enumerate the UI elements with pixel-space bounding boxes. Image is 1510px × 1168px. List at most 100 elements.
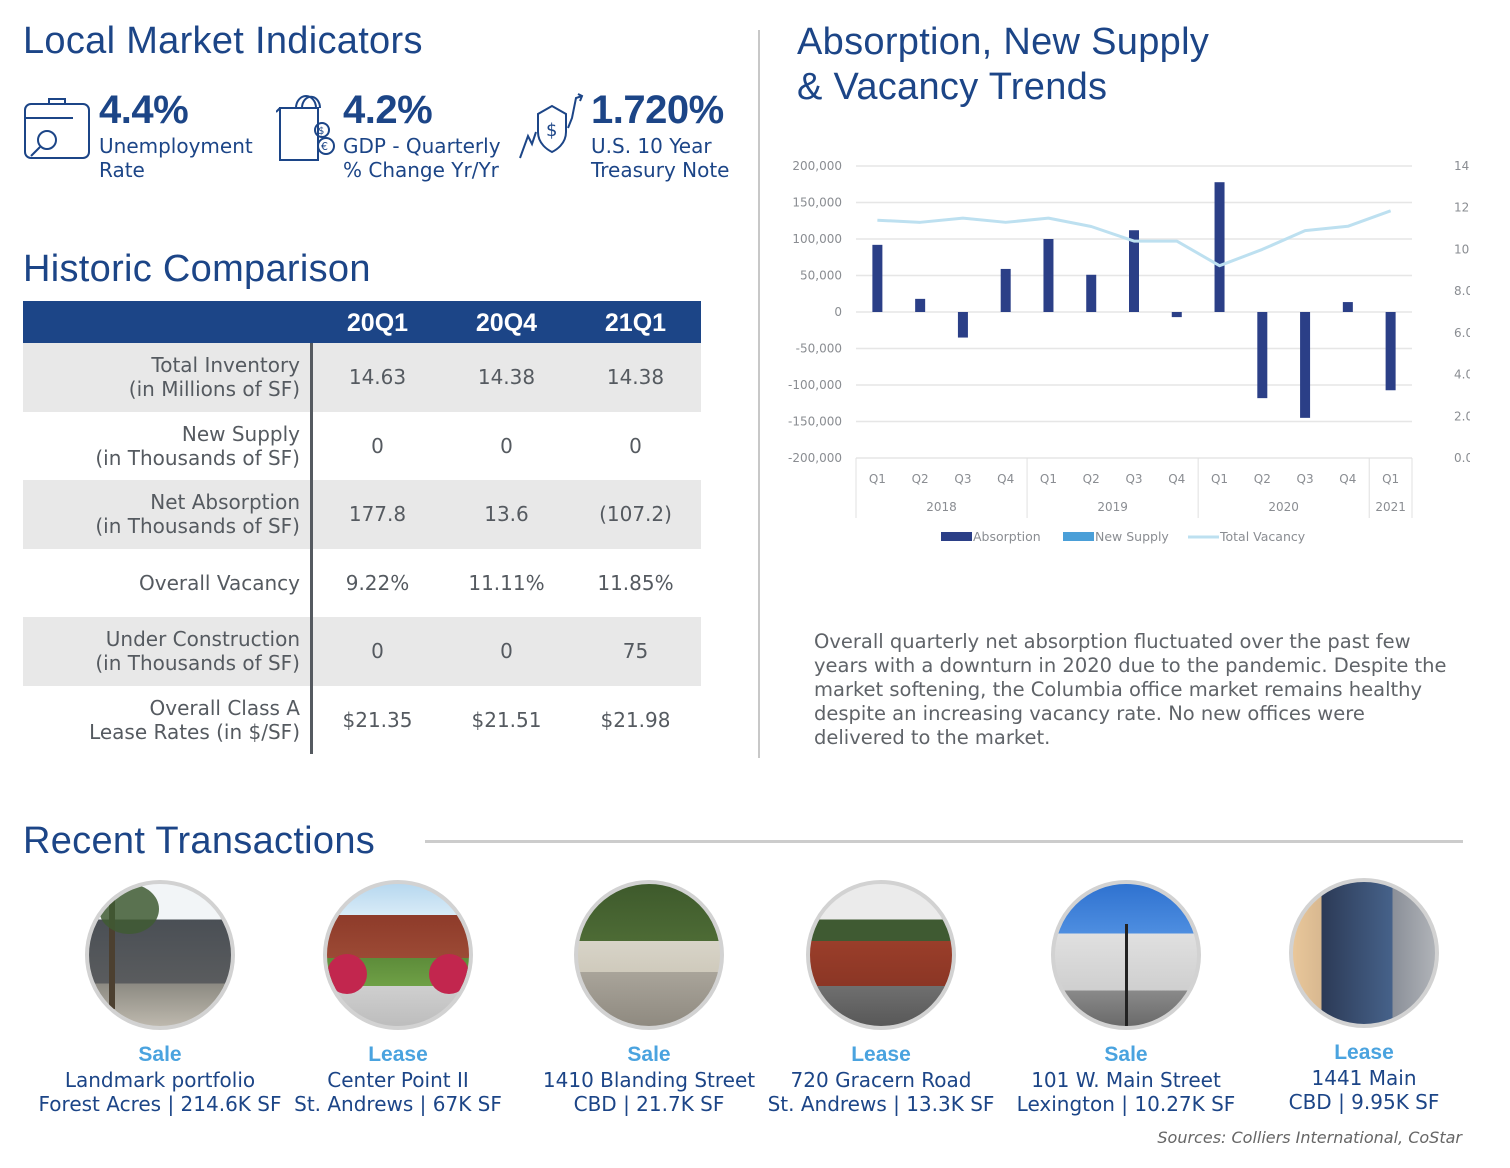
transaction-name: 720 Gracern Road [790,1068,972,1092]
x-tick-label: Q1 [869,472,886,486]
transaction-card: Lease 720 Gracern Road St. Andrews | 13.… [756,880,1006,1116]
transaction-name: 101 W. Main Street [1031,1068,1221,1092]
shield-dollar-trend-icon: $ [518,92,590,166]
indicator-unemployment: 4.4% Unemployment Rate [23,88,263,188]
transaction-type: Sale [1104,1043,1148,1066]
y-left-tick-label: 150,000 [792,196,842,210]
table-cell: 0 [500,433,513,458]
y-left-tick-label: -50,000 [796,342,842,356]
x-tick-label: Q3 [1297,472,1314,486]
table-cell: 11.85% [597,570,674,595]
x-tick-label: Q4 [1168,472,1185,486]
table-row: New Supply (in Thousands of SF) 0 0 0 [23,411,701,480]
section-rule [425,840,1463,843]
y-right-tick-label: 0.0% [1454,451,1470,465]
y-axis-right: 14.0% 12.0% 10.0% 8.0% 6.0% 4.0% 2.0% 0.0% [1454,159,1470,465]
transactions-title: Recent Transactions [23,820,376,862]
unemployment-label-line2: Rate [99,158,145,182]
svg-text:$: $ [318,126,324,137]
absorption-bar [1171,312,1182,318]
tree-lined-office-photo [574,880,724,1030]
sources-note: Sources: Colliers International, CoStar [1157,1128,1462,1147]
x-tick-label: Q1 [1040,472,1057,486]
y-right-tick-label: 6.0% [1454,326,1470,340]
transaction-type: Sale [138,1043,182,1066]
gdp-label-line1: GDP - Quarterly [343,134,501,158]
absorption-bar [1300,312,1311,418]
absorption-bars [872,182,1396,418]
gdp-value: 4.2% [343,88,433,132]
unemployment-value: 4.4% [99,88,189,132]
transaction-name: Landmark portfolio [64,1068,256,1092]
legend-swatch [1063,532,1094,541]
column-header: 20Q4 [475,309,538,337]
column-header: 20Q1 [346,309,409,337]
transaction-meta: CBD | 21.7K SF [573,1092,725,1116]
vacancy-line [877,209,1392,268]
y-right-tick-label: 2.0% [1454,409,1470,423]
absorption-bar [1257,312,1268,399]
treasury-label-line1: U.S. 10 Year [591,134,712,158]
brick-building-parking-photo [806,880,956,1030]
column-header: 21Q1 [604,309,667,337]
absorption-bar [1000,268,1011,312]
table-cell: 0 [371,433,384,458]
historic-title: Historic Comparison [23,248,371,290]
office-building-photo [85,880,235,1030]
absorption-bar [957,312,968,338]
transaction-type: Lease [1334,1041,1394,1064]
y-left-tick-label: -200,000 [788,451,842,465]
unemployment-label-line1: Unemployment [99,134,253,158]
x-tick-label: Q3 [954,472,971,486]
transaction-meta: CBD | 9.95K SF [1288,1090,1440,1114]
indicators-title: Local Market Indicators [23,20,423,62]
table-cell: 0 [371,639,384,664]
trends-title: Absorption, New Supply & Vacancy Trends [797,20,1209,110]
row-label: Overall Class A Lease Rates (in $/SF) [23,685,313,754]
x-axis: Q1 Q2 Q3 Q4 Q1 Q2 Q3 Q4 Q1 Q2 Q3 Q4 Q1 2018 2019 2020 20… [855,458,1413,518]
glass-tower-photo [1289,878,1439,1028]
trends-title-line1: Absorption, New Supply [797,21,1210,63]
table-cell: 14.63 [348,365,407,390]
row-label: Net Absorption (in Thousands of SF) [23,480,313,549]
x-tick-label: Q4 [997,472,1014,486]
table-cell: 0 [629,433,642,458]
treasury-label: U.S. 10 Year Treasury Note [591,134,729,182]
table-header: 20Q1 20Q4 21Q1 [23,301,701,343]
white-building-traffic-light-photo [1051,880,1201,1030]
table-cell: $21.51 [471,707,542,732]
transaction-card: Lease Center Point II St. Andrews | 67K … [273,880,523,1116]
legend-label: New Supply [1095,529,1169,544]
y-right-tick-label: 4.0% [1454,368,1470,382]
table-cell: $21.98 [600,707,671,732]
y-right-tick-label: 14.0% [1454,159,1470,173]
trends-title-line2: & Vacancy Trends [797,66,1108,108]
column-divider [758,30,760,758]
transaction-card: Sale 1410 Blanding Street CBD | 21.7K SF [524,880,774,1116]
gdp-label-line2: % Change Yr/Yr [343,158,499,182]
row-label: Total Inventory (in Millions of SF) [23,343,313,412]
absorption-bar [1385,312,1396,391]
absorption-bar [1214,182,1225,312]
table-row: Total Inventory (in Millions of SF) 14.63… [23,343,701,412]
table-row: Net Absorption (in Thousands of SF) 177.8… [23,480,701,549]
y-axis-left: 200,000 150,000 100,000 50,000 0 -50,000 -100,… [788,159,842,465]
chart-grid [856,165,1412,459]
table-cell: 75 [622,639,649,664]
table-row: Under Construction (in Thousands of SF) 0… [23,617,701,686]
table-row: Overall Vacancy 9.22% 11.11% 11.85% [23,548,701,617]
table-cell: 11.11% [468,570,545,595]
x-year-label: 2020 [1268,500,1299,514]
transaction-meta: Lexington | 10.27K SF [1016,1092,1236,1116]
row-label: Under Construction (in Thousands of SF) [23,617,313,686]
legend-label: Absorption [973,529,1041,544]
y-left-tick-label: -100,000 [788,378,842,392]
table-row: Overall Class A Lease Rates (in $/SF) $21… [23,685,701,754]
transaction-meta: St. Andrews | 67K SF [294,1092,502,1116]
x-year-label: 2021 [1375,500,1406,514]
absorption-bar [872,244,883,312]
table-cell: (107.2) [599,502,672,527]
absorption-bar [915,298,926,312]
x-tick-label: Q1 [1211,472,1228,486]
table-cell: 14.38 [477,365,536,390]
